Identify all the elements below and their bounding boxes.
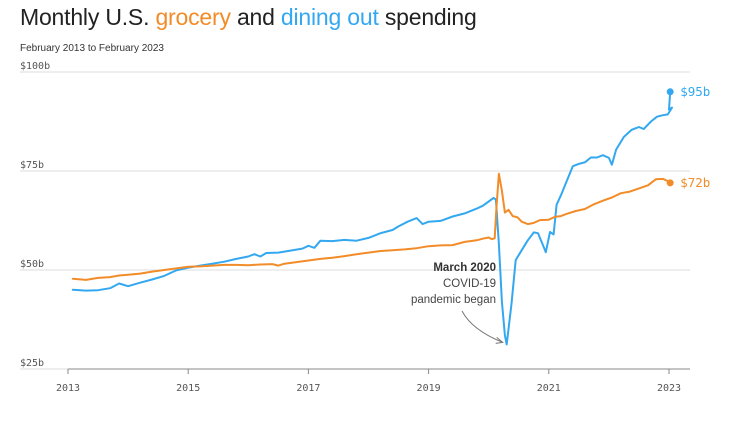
annotation-line-2: COVID-19	[443, 278, 496, 290]
annotation: March 2020 COVID-19 pandemic began	[411, 262, 504, 344]
chart-subtitle: February 2013 to February 2023	[20, 43, 164, 54]
chart-title: Monthly U.S. grocery and dining out spen…	[20, 4, 477, 31]
dining-out-end-marker	[666, 88, 674, 96]
dining-out-line	[71, 90, 673, 346]
series-lines: $95b $72b	[71, 84, 710, 346]
grocery-line	[71, 172, 672, 281]
x-tick-label-2013: 2013	[56, 383, 80, 394]
x-tick-label-2015: 2015	[176, 383, 200, 394]
x-axis: 2013 2015 2017 2019 2021 2023	[56, 368, 690, 394]
x-tick-label-2019: 2019	[417, 383, 441, 394]
y-tick-label-75: $75b	[20, 160, 44, 171]
grocery-end-label: $72b	[680, 175, 710, 190]
y-axis-ticks: $25b $50b $75b $100b	[20, 61, 50, 369]
annotation-line-1: March 2020	[433, 262, 496, 274]
gridlines	[20, 71, 690, 370]
x-tick-label-2023: 2023	[657, 383, 681, 394]
title-part-3: spending	[378, 4, 477, 30]
annotation-arrowhead	[495, 337, 504, 344]
title-part-1: Monthly U.S.	[20, 4, 156, 30]
annotation-arrow	[461, 310, 503, 343]
title-dining-highlight: dining out	[280, 4, 379, 30]
annotation-line-3: pandemic began	[411, 294, 496, 306]
y-tick-label-100: $100b	[20, 61, 50, 72]
y-tick-label-50: $50b	[20, 259, 44, 270]
x-tick-label-2021: 2021	[537, 383, 561, 394]
title-grocery-highlight: grocery	[155, 4, 231, 30]
title-part-2: and	[230, 4, 281, 30]
y-tick-label-25: $25b	[20, 358, 44, 369]
grocery-end-marker	[666, 179, 674, 187]
x-tick-label-2017: 2017	[296, 383, 320, 394]
dining-out-end-label: $95b	[680, 84, 710, 99]
